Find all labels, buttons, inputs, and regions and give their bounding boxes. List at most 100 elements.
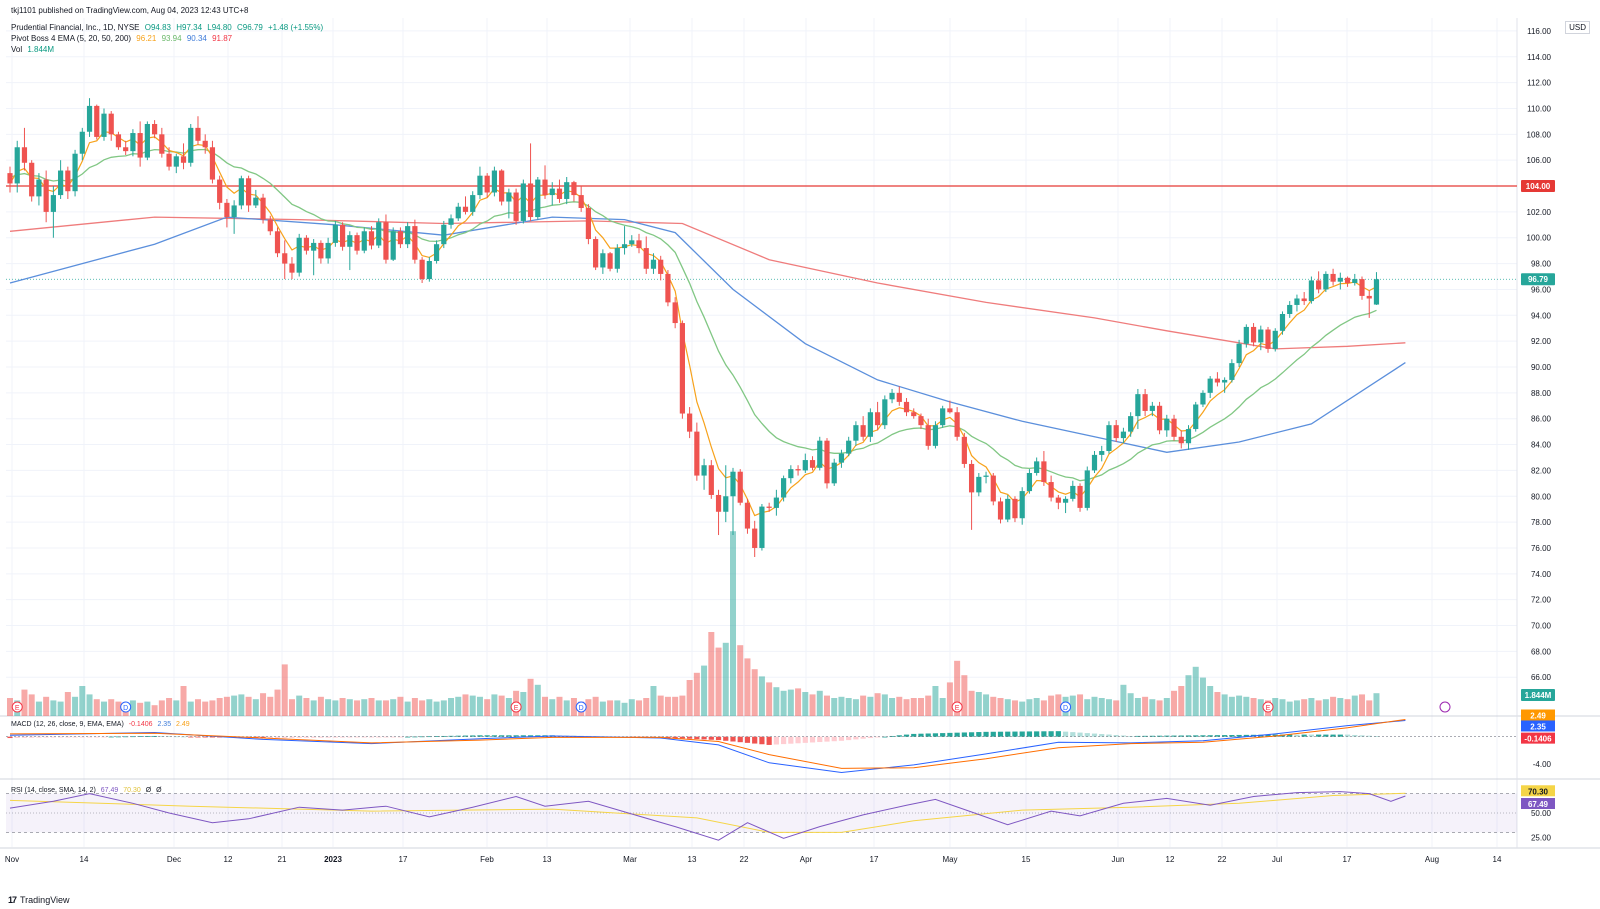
candle-body bbox=[802, 460, 808, 471]
rsi-value-label: 67.49 bbox=[1528, 800, 1549, 809]
volume-bar bbox=[498, 695, 505, 716]
macd-histogram-bar bbox=[947, 732, 953, 737]
macd-histogram-bar bbox=[838, 736, 845, 741]
candle-body bbox=[188, 127, 194, 163]
candle-body bbox=[94, 105, 100, 137]
candle-body bbox=[535, 179, 541, 218]
price-tick-label: 68.00 bbox=[1531, 647, 1552, 656]
macd-histogram-bar bbox=[1019, 731, 1025, 737]
rsi-value: 67.49 bbox=[100, 787, 119, 794]
volume-bar bbox=[1207, 686, 1214, 716]
price-tick-label: 66.00 bbox=[1531, 673, 1552, 682]
volume-bar bbox=[288, 699, 295, 716]
macd-histogram-bar bbox=[332, 736, 338, 738]
time-axis-label: Apr bbox=[800, 855, 813, 864]
macd-histogram-bar bbox=[1091, 733, 1098, 737]
candle-body bbox=[347, 235, 353, 247]
candle-body bbox=[1120, 431, 1127, 439]
macd-histogram-bar bbox=[1214, 735, 1221, 737]
candle-body bbox=[130, 133, 136, 152]
macd-histogram-bar bbox=[730, 736, 736, 742]
volume-bar bbox=[722, 642, 729, 716]
candle-body bbox=[824, 440, 830, 484]
candle-body bbox=[766, 506, 772, 508]
macd-histogram-bar bbox=[1265, 734, 1271, 737]
candle-body bbox=[983, 475, 989, 477]
macd-histogram-bar bbox=[1337, 734, 1343, 737]
macd-histogram-bar bbox=[846, 736, 852, 741]
candle-body bbox=[788, 469, 794, 479]
macd-histogram-bar bbox=[1084, 733, 1090, 737]
macd-value-label: 2.49 bbox=[1530, 712, 1546, 721]
volume-bar bbox=[1373, 693, 1380, 716]
macd-histogram-bar bbox=[130, 736, 136, 738]
rsi-value-box bbox=[1521, 798, 1555, 810]
ema50-value: 90.34 bbox=[186, 34, 207, 43]
macd-signal-value: 2.49 bbox=[176, 721, 190, 728]
open-value: O94.83 bbox=[144, 23, 171, 32]
macd-histogram-bar bbox=[817, 736, 823, 743]
macd-histogram-bar bbox=[983, 731, 989, 737]
macd-histogram-bar bbox=[1034, 731, 1040, 737]
candle-body bbox=[1055, 497, 1061, 503]
volume-bar bbox=[1286, 701, 1293, 716]
volume-bar bbox=[1055, 694, 1062, 716]
candle-body bbox=[455, 206, 461, 219]
candle-body bbox=[1142, 394, 1148, 411]
candle-body bbox=[101, 113, 107, 137]
macd-histogram-bar bbox=[50, 736, 56, 738]
volume-bar bbox=[137, 702, 144, 716]
candle-body bbox=[289, 263, 295, 273]
candle-body bbox=[643, 248, 649, 269]
rsi-band bbox=[6, 793, 1517, 833]
volume-bar bbox=[773, 687, 780, 716]
tradingview-footer[interactable]: 17 TradingView bbox=[8, 895, 70, 905]
macd-histogram-bar bbox=[484, 735, 490, 737]
candle-body bbox=[860, 425, 866, 437]
candle-body bbox=[665, 273, 671, 303]
macd-line-value: 2.35 bbox=[157, 721, 172, 728]
candle-body bbox=[1019, 491, 1025, 519]
candle-body bbox=[1200, 392, 1206, 405]
macd-histogram-bar bbox=[397, 736, 404, 738]
macd-histogram-bar bbox=[1113, 735, 1119, 737]
candle-body bbox=[1279, 314, 1286, 331]
candle-body bbox=[1207, 378, 1213, 393]
candle-body bbox=[209, 147, 216, 180]
published-line: tkj1101 published on TradingView.com, Au… bbox=[11, 6, 249, 15]
macd-histogram-bar bbox=[1106, 734, 1112, 737]
volume-legend: Vol 1.844M bbox=[11, 45, 57, 55]
volume-bar bbox=[274, 689, 281, 716]
volume-bar bbox=[758, 676, 765, 716]
candle-body bbox=[368, 231, 375, 246]
macd-histogram-bar bbox=[961, 732, 967, 737]
currency-button[interactable]: USD bbox=[1565, 21, 1590, 34]
volume-bar bbox=[151, 705, 158, 716]
volume-bar bbox=[932, 686, 939, 716]
ema20-line bbox=[9, 148, 1377, 482]
last-price-label-box bbox=[1521, 273, 1555, 286]
price-tick-label: 82.00 bbox=[1531, 466, 1552, 475]
macd-histogram-bar bbox=[123, 736, 129, 738]
candle-body bbox=[231, 205, 237, 218]
price-tick-label: 94.00 bbox=[1531, 311, 1552, 320]
volume-bar bbox=[823, 695, 830, 716]
price-tick-label: 112.00 bbox=[1527, 79, 1551, 88]
candle-body bbox=[708, 465, 714, 495]
candle-body bbox=[245, 178, 252, 206]
rsi-line bbox=[9, 791, 1406, 841]
macd-histogram-bar bbox=[1236, 734, 1242, 737]
volume-bar bbox=[845, 698, 852, 716]
macd-histogram-bar bbox=[58, 736, 64, 738]
macd-value-label: 2.35 bbox=[1530, 722, 1546, 731]
event-marker-icon bbox=[1060, 701, 1072, 713]
macd-histogram-bar bbox=[875, 736, 881, 738]
macd-histogram-bar bbox=[455, 735, 461, 737]
rsi-legend: RSI (14, close, SMA, 14, 2) 67.49 70.30 … bbox=[11, 787, 165, 794]
candle-body bbox=[853, 425, 859, 441]
candle-body bbox=[238, 178, 244, 206]
macd-histogram-bar bbox=[802, 736, 808, 743]
brand-name: TradingView bbox=[20, 895, 70, 905]
volume-bar bbox=[715, 647, 722, 716]
